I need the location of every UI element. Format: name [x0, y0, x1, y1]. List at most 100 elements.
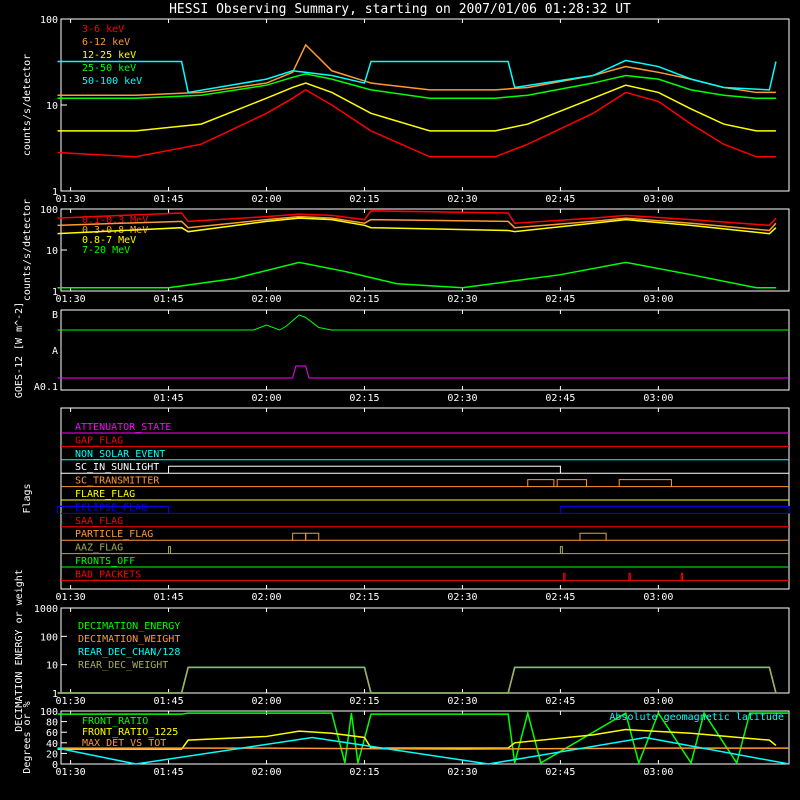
flag-segment — [559, 505, 790, 514]
x-tick-label: 01:30 — [56, 767, 86, 778]
x-tick-label: 02:15 — [349, 696, 379, 707]
x-tick-label: 02:00 — [251, 393, 281, 404]
legend-entry: 3-6 keV — [82, 24, 124, 35]
flag-segment — [292, 532, 307, 541]
x-tick-label: 01:45 — [153, 294, 183, 305]
x-tick-label: 01:45 — [153, 194, 183, 205]
x-tick-label: 02:30 — [447, 294, 477, 305]
y-tick-label: B — [52, 310, 58, 321]
flags-panel: 01:30 01:45 02:00 02:15 02:30 02:45 03:00 Flags… — [22, 407, 790, 603]
series-line — [57, 88, 776, 158]
x-tick-label: 02:45 — [545, 767, 575, 778]
x-tick-label: 02:15 — [349, 294, 379, 305]
x-tick-label: 03:00 — [643, 294, 673, 305]
flag-segment — [628, 572, 631, 581]
flag-label: BAD_PACKETS — [75, 569, 141, 580]
x-tick-label: 01:45 — [153, 767, 183, 778]
flag-label: SAA_FLAG — [75, 516, 123, 527]
flag-label: FLARE_FLAG — [75, 489, 135, 500]
goes-short-series — [57, 365, 789, 379]
flag-segment — [563, 572, 566, 581]
x-tick-label: 02:30 — [447, 393, 477, 404]
flag-label: ATTENUATOR_STATE — [75, 422, 171, 433]
y-tick-label: A0.1 — [34, 382, 58, 393]
series-line — [57, 710, 789, 766]
y-tick-label: 10 — [46, 101, 58, 112]
legend-entry: FRONT_RATIO_1225 — [82, 727, 178, 738]
y-tick-label: 40 — [46, 739, 58, 750]
flag-label: SC_IN_SUNLIGHT — [75, 462, 159, 473]
x-tick-label: 01:45 — [153, 592, 183, 603]
series-line — [57, 261, 776, 289]
x-tick-label: 01:45 — [153, 696, 183, 707]
y-axis-label: Flags — [22, 483, 33, 513]
x-tick-label: 02:00 — [251, 592, 281, 603]
y-tick-label: 10 — [46, 661, 58, 672]
x-tick-label: 03:00 — [643, 592, 673, 603]
low-energy-frame — [60, 18, 790, 192]
y-tick-label: 100 — [40, 205, 58, 216]
legend-entry: MAX_DET_VS_TOT — [82, 738, 166, 749]
x-tick-label: 02:30 — [447, 767, 477, 778]
goes-panel: 01:45 02:00 02:15 02:30 02:45 03:00 GOES-12 [W… — [14, 302, 790, 404]
y-tick-label: 100 — [40, 707, 58, 718]
x-tick-label: 01:30 — [56, 294, 86, 305]
x-tick-label: 02:15 — [349, 592, 379, 603]
x-tick-label: 02:45 — [545, 592, 575, 603]
x-tick-label: 02:15 — [349, 393, 379, 404]
y-tick-label: 1 — [52, 689, 58, 700]
x-tick-label: 01:45 — [153, 393, 183, 404]
y-axis-label: counts/s/detector — [22, 199, 33, 301]
flag-segment — [168, 465, 561, 474]
flag-segment — [305, 532, 320, 541]
x-tick-label: 02:15 — [349, 767, 379, 778]
flag-segment — [168, 546, 172, 554]
legend-entry: 6-12 keV — [82, 37, 130, 48]
y-tick-label: 20 — [46, 749, 58, 760]
y-tick-label: 1 — [52, 187, 58, 198]
y-tick-label: 60 — [46, 728, 58, 739]
x-tick-label: 02:45 — [545, 294, 575, 305]
x-tick-label: 02:45 — [545, 393, 575, 404]
flag-label: FRONTS_OFF — [75, 556, 135, 567]
legend-entry: 25-50 keV — [82, 63, 136, 74]
flag-segment — [527, 479, 555, 487]
flags-frame — [60, 407, 790, 590]
annotation: Absolute geomagnetic latitude — [609, 712, 784, 723]
series-line — [57, 736, 790, 765]
x-tick-label: 01:30 — [56, 696, 86, 707]
x-tick-label: 03:00 — [643, 393, 673, 404]
y-tick-label: 10 — [46, 246, 58, 257]
legend-entry: FRONT_RATIO — [82, 716, 148, 727]
x-tick-label: 02:00 — [251, 696, 281, 707]
x-tick-label: 03:00 — [643, 696, 673, 707]
legend-entry: REAR_DEC_CHAN/128 — [78, 647, 180, 658]
y-tick-label: 1000 — [34, 604, 58, 615]
legend-entry: 0.8-7 MeV — [82, 235, 136, 246]
ratios-panel: 01:30 01:45 02:00 02:15 02:30 02:45 03:00 Degre… — [22, 701, 790, 778]
y-axis-label: Degrees or % — [22, 701, 33, 773]
x-tick-label: 02:30 — [447, 696, 477, 707]
flag-label: AAZ_FLAG — [75, 543, 123, 554]
series-line — [57, 82, 776, 132]
x-tick-label: 02:15 — [349, 194, 379, 205]
y-tick-label: 100 — [40, 632, 58, 643]
x-tick-label: 02:45 — [545, 696, 575, 707]
series-line — [57, 59, 777, 94]
flag-label: ECLIPSE_FLAG — [75, 502, 147, 513]
legend-entry: DECIMATION_WEIGHT — [78, 634, 180, 645]
x-tick-label: 01:30 — [56, 592, 86, 603]
x-tick-label: 01:30 — [56, 194, 86, 205]
y-axis-label: counts/s/detector — [22, 54, 33, 156]
high-energy-panel: 01:30 01:45 02:00 02:15 02:30 02:45 03:00 count… — [22, 199, 790, 305]
low-energy-panel: 01:30 01:45 02:00 02:15 02:30 02:45 03:00 count… — [22, 15, 790, 205]
legend-entry: DECIMATION_ENERGY — [78, 621, 180, 632]
flag-segment — [680, 572, 684, 581]
series-line — [57, 666, 777, 694]
goes-long-series — [57, 314, 789, 331]
y-tick-label: 100 — [40, 15, 58, 26]
x-tick-label: 02:00 — [251, 767, 281, 778]
x-tick-label: 02:45 — [545, 194, 575, 205]
flag-segment — [618, 479, 672, 487]
